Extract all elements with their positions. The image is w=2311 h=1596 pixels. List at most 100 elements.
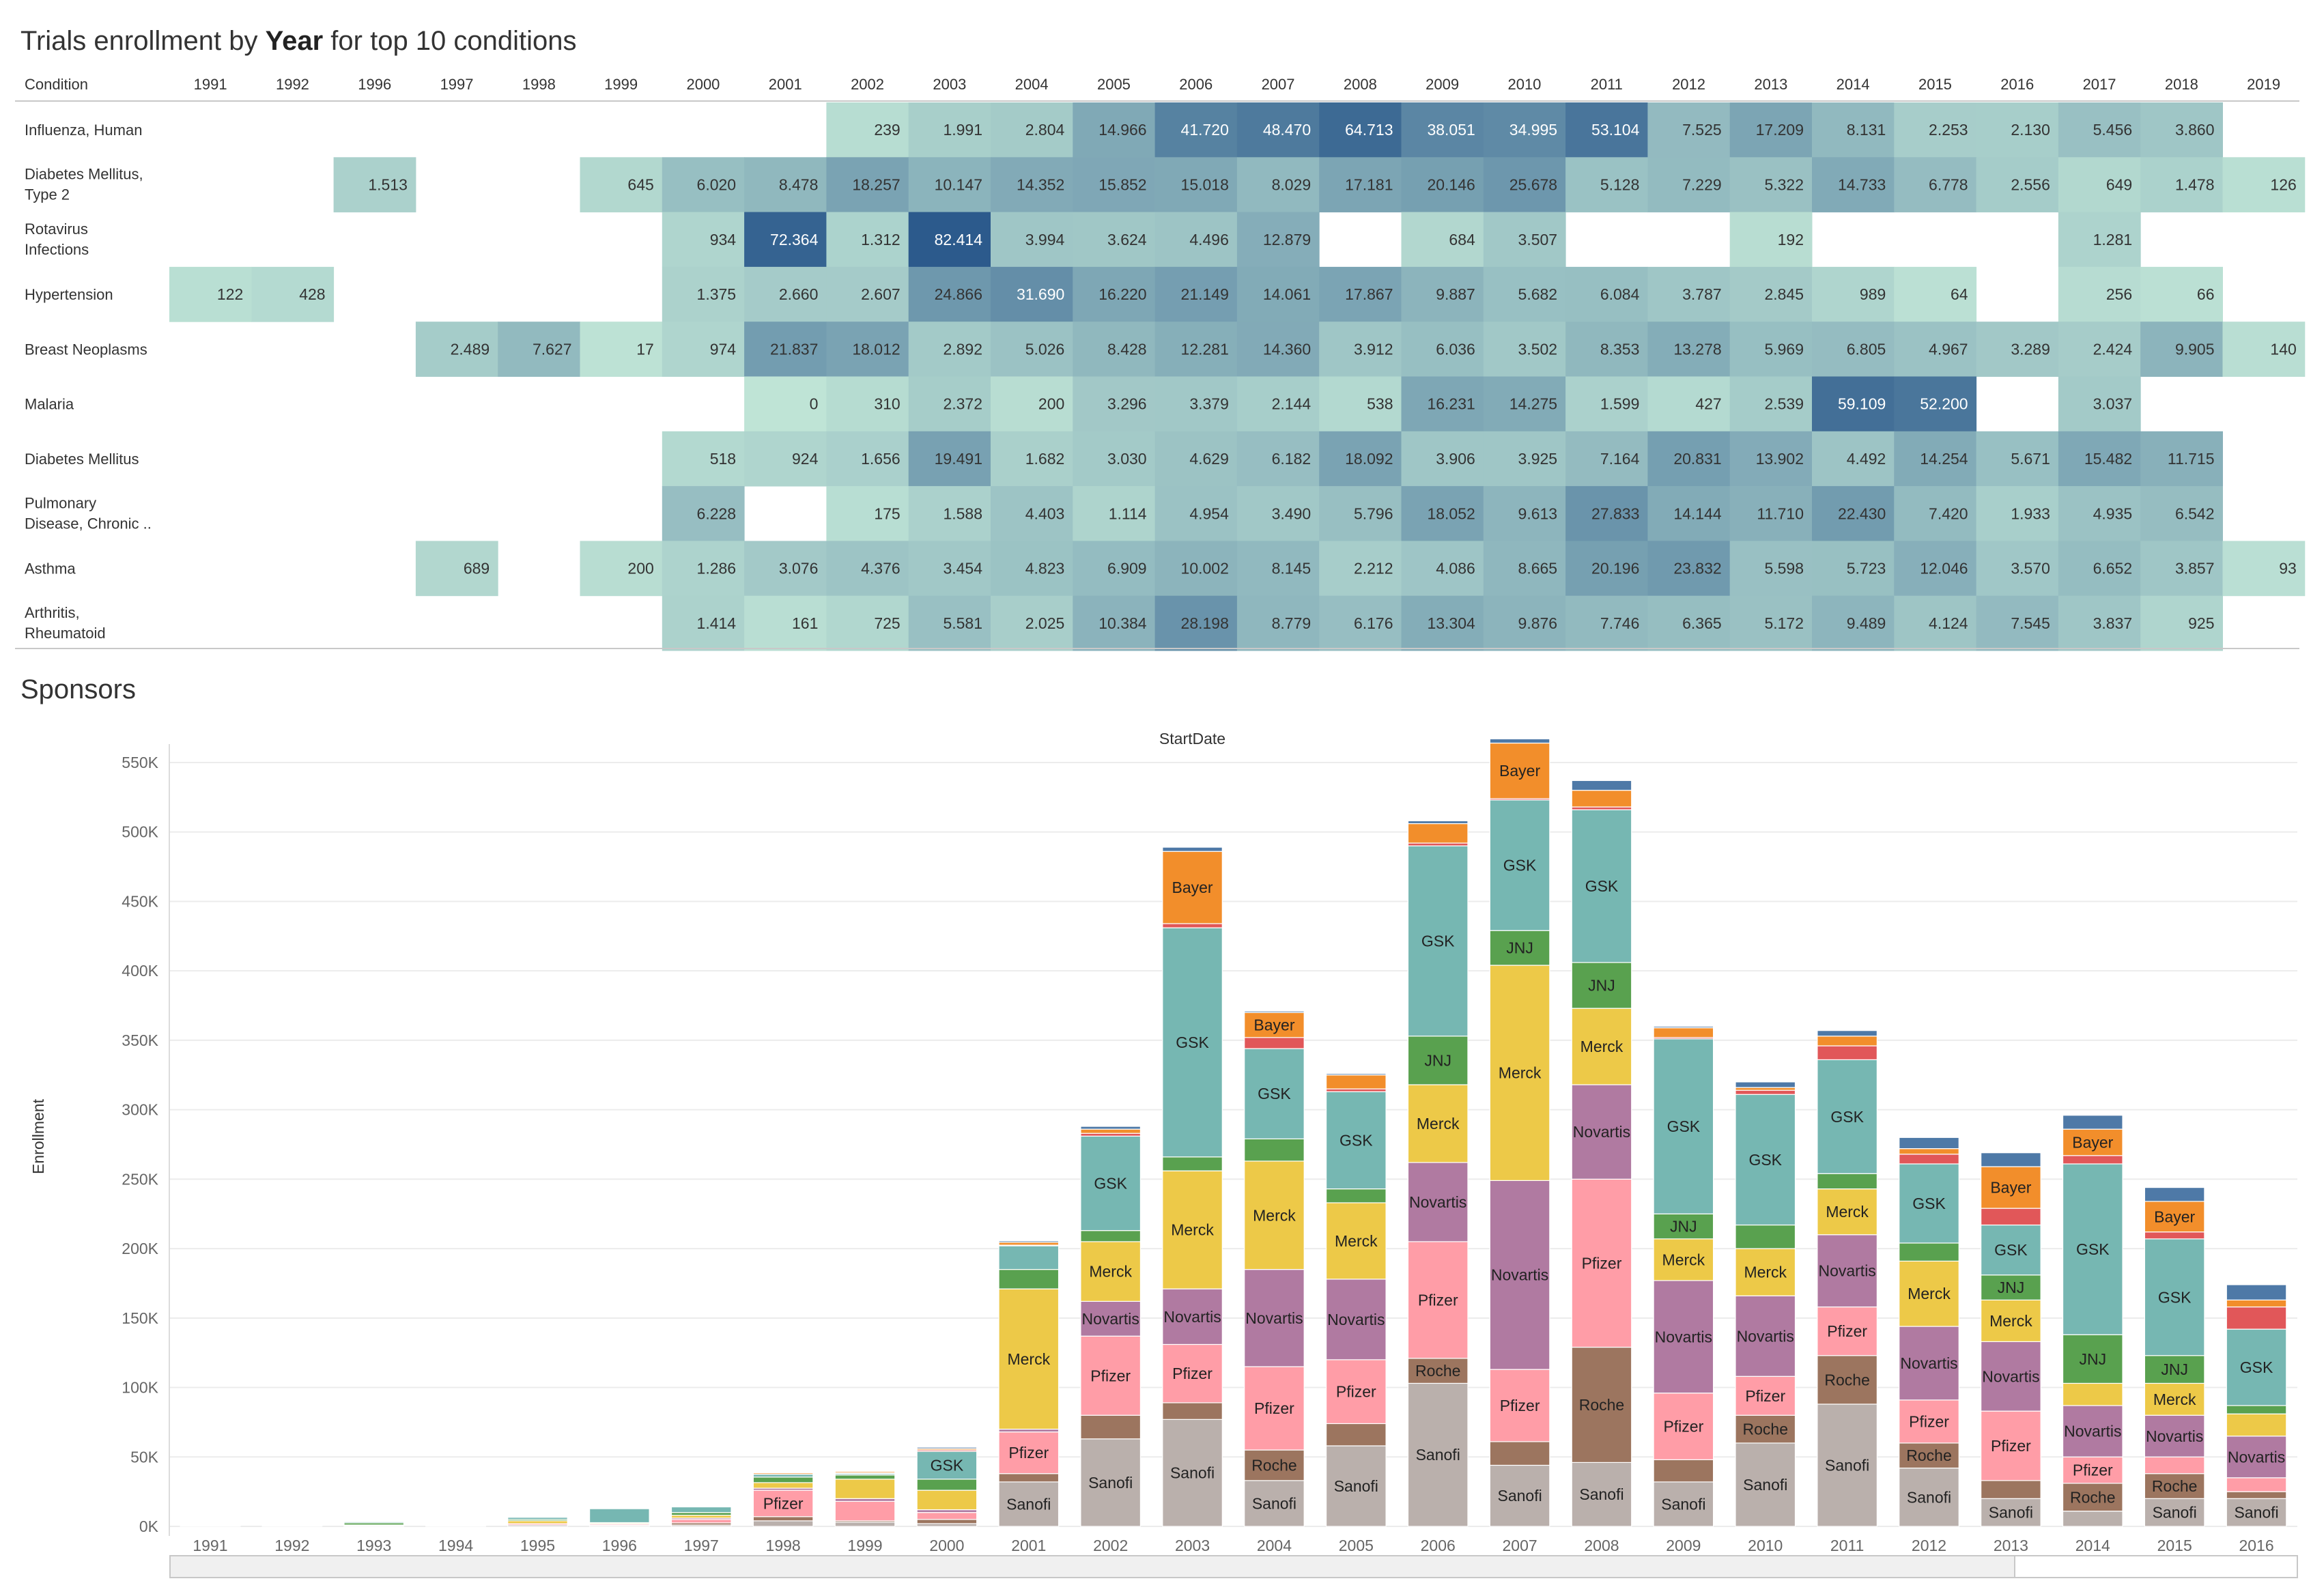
segment-label: Novartis [2146, 1427, 2203, 1445]
heatmap-cell [1976, 102, 2059, 158]
cell-value: 72.364 [770, 231, 819, 248]
bar-segment [1162, 1156, 1223, 1171]
header-year: 2017 [2083, 76, 2116, 93]
heatmap-cell [2140, 102, 2223, 158]
segment-label: GSK [1585, 877, 1619, 895]
heatmap-cell [744, 322, 827, 377]
header-year: 2007 [1262, 76, 1295, 93]
heatmap-cell [2140, 266, 2223, 322]
segment-label: Merck [1826, 1203, 1869, 1221]
bar-segment [1489, 799, 1550, 931]
heatmap-cell [1976, 541, 2059, 597]
bar-segment [834, 1500, 896, 1522]
bar-segment [998, 1242, 1060, 1246]
heatmap-cell [2058, 212, 2141, 268]
cell-value: 3.994 [1025, 231, 1065, 248]
cell-value: 41.720 [1181, 121, 1229, 139]
bar-segment [2226, 1491, 2287, 1499]
segment-label: Pfizer [1336, 1383, 1376, 1401]
segment-label: GSK [1339, 1131, 1373, 1149]
cell-value: 13.902 [1756, 450, 1804, 468]
bar-segment [1981, 1341, 2041, 1412]
cell-value: 2.130 [2011, 121, 2050, 139]
bar-segment [1653, 1481, 1714, 1527]
segment-label: Sanofi [1088, 1474, 1133, 1492]
segment-label: GSK [1094, 1174, 1127, 1192]
heatmap-cell [1729, 157, 1813, 213]
bar-segment [1735, 1376, 1796, 1416]
bar-segment [261, 1524, 323, 1526]
heatmap-cell [1647, 541, 1731, 597]
segment-label: Merck [1744, 1264, 1787, 1281]
cell-value: 3.289 [2011, 340, 2050, 358]
heatmap-cell [908, 157, 991, 213]
heatmap-cell [2058, 486, 2141, 541]
segment-label: Pfizer [1172, 1365, 1213, 1382]
segment-label: Merck [1253, 1206, 1296, 1224]
heatmap-cell [744, 157, 827, 213]
cell-value: 7.420 [1929, 504, 1968, 522]
condition-label: Infections [25, 241, 89, 258]
heatmap-cell [826, 322, 909, 377]
condition-label: Pulmonary [25, 494, 96, 511]
header-year: 1996 [358, 76, 391, 93]
bar-segment [2226, 1299, 2287, 1308]
cell-value: 1.478 [2175, 175, 2215, 193]
bar-segment [916, 1523, 978, 1527]
header-year: 2005 [1097, 76, 1131, 93]
bar-segment [1162, 1288, 1223, 1345]
cell-value: 428 [299, 285, 325, 303]
cell-value: 689 [464, 560, 490, 578]
cell-value: 3.912 [1354, 340, 1393, 358]
heatmap-cell [580, 541, 663, 597]
heatmap-cell [2058, 322, 2141, 377]
heatmap-cell [1565, 595, 1648, 651]
heatmap-cell [2140, 486, 2223, 541]
heatmap-cell [1647, 102, 1731, 158]
cell-value: 4.376 [861, 560, 901, 578]
heatmap-cell [2140, 595, 2223, 651]
heatmap-cell [1812, 541, 1895, 597]
cell-value: 6.778 [1929, 175, 1968, 193]
cell-value: 1.599 [1600, 395, 1640, 413]
cell-value: 10.002 [1181, 560, 1229, 578]
heatmap-cell [1073, 157, 1156, 213]
bar-segment [1735, 1295, 1796, 1377]
horizontal-scrollbar[interactable] [169, 1555, 2298, 1578]
cell-value: 93 [2279, 560, 2297, 578]
scrollbar-thumb[interactable] [171, 1556, 2015, 1577]
cell-value: 12.281 [1181, 340, 1229, 358]
heatmap-cell [1812, 157, 1895, 213]
heatmap-cell [1154, 212, 1238, 268]
cell-value: 8.145 [1272, 560, 1312, 578]
heatmap-cell [1729, 486, 1813, 541]
heatmap-cell [333, 157, 416, 213]
bar-segment [1407, 1382, 1469, 1527]
bar-segment [1735, 1224, 1796, 1249]
heatmap-cell [1729, 102, 1813, 158]
heatmap-cell [1647, 376, 1731, 432]
cell-value: 3.296 [1107, 395, 1147, 413]
bar-segment [1489, 1369, 1550, 1442]
cell-value: 12.879 [1263, 231, 1311, 248]
sponsors-title: Sponsors [20, 674, 136, 704]
heatmap-cell [1073, 486, 1156, 541]
bar-segment [998, 1240, 1060, 1243]
cell-value: 3.570 [2011, 560, 2050, 578]
heatmap-cell [1319, 266, 1402, 322]
bar-segment [1244, 1138, 1305, 1162]
bar-segment [998, 1431, 1060, 1474]
cell-value: 934 [710, 231, 737, 248]
bar-segment [1735, 1081, 1796, 1088]
cell-value: 192 [1778, 231, 1804, 248]
bar-segment [1325, 1423, 1387, 1447]
bar-segment [1981, 1480, 2041, 1499]
cell-value: 3.925 [1518, 450, 1558, 468]
heatmap-cell [1073, 102, 1156, 158]
header-year: 2012 [1672, 76, 1705, 93]
heatmap-cell [1894, 431, 1977, 487]
bar-segment [1817, 1234, 1877, 1308]
header-year: 2014 [1837, 76, 1870, 93]
bar-segment [998, 1269, 1060, 1289]
bar-segment [916, 1490, 978, 1511]
